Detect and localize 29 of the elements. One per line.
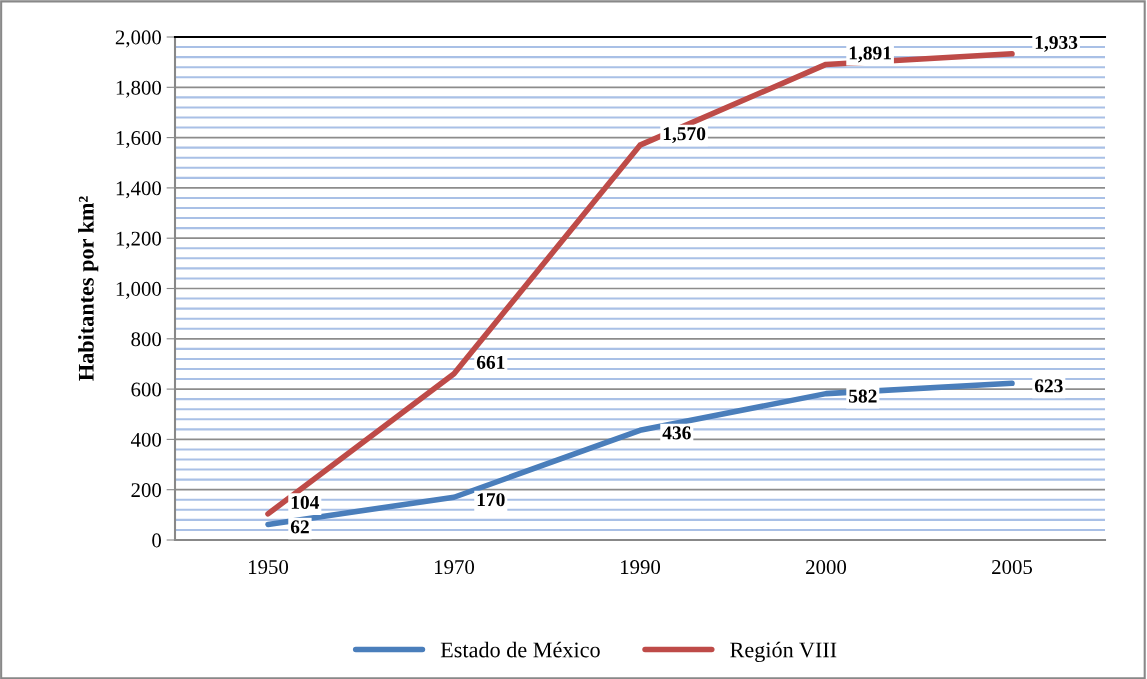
data-label: 661	[476, 355, 505, 369]
y-tick-label: 1,600	[116, 130, 162, 149]
x-tick-label: 2000	[806, 560, 847, 575]
data-label: 62	[290, 520, 309, 534]
x-tick-label: 1990	[621, 560, 661, 575]
y-tick-label: 1,000	[116, 281, 162, 299]
y-tick-label: 1,400	[116, 181, 162, 199]
y-tick-label: 0	[152, 533, 162, 548]
legend-label: Región VIII	[730, 641, 837, 663]
y-tick-label: 1,200	[116, 231, 162, 249]
y-tick-label: 600	[131, 382, 162, 397]
y-axis-title: Habitantes por km²	[78, 196, 99, 381]
x-tick-label: 1970	[435, 560, 475, 575]
data-label: 1,933	[1035, 35, 1078, 52]
data-label: 436	[662, 426, 691, 440]
legend-label: Estado de México	[440, 641, 600, 658]
data-label: 1,891	[849, 46, 891, 63]
data-label: 170	[477, 493, 505, 507]
y-tick-label: 800	[131, 332, 162, 347]
y-tick-label: 1,800	[116, 80, 162, 98]
x-tick-label: 1950	[249, 560, 289, 575]
data-label: 104	[291, 495, 320, 509]
data-label: 623	[1034, 379, 1063, 393]
data-label: 582	[849, 389, 877, 403]
y-tick-label: 2,000	[115, 30, 162, 48]
y-tick-label: 200	[131, 483, 162, 498]
data-label: 1,570	[663, 127, 706, 144]
x-tick-label: 2005	[992, 560, 1033, 575]
y-tick-label: 400	[130, 432, 162, 447]
